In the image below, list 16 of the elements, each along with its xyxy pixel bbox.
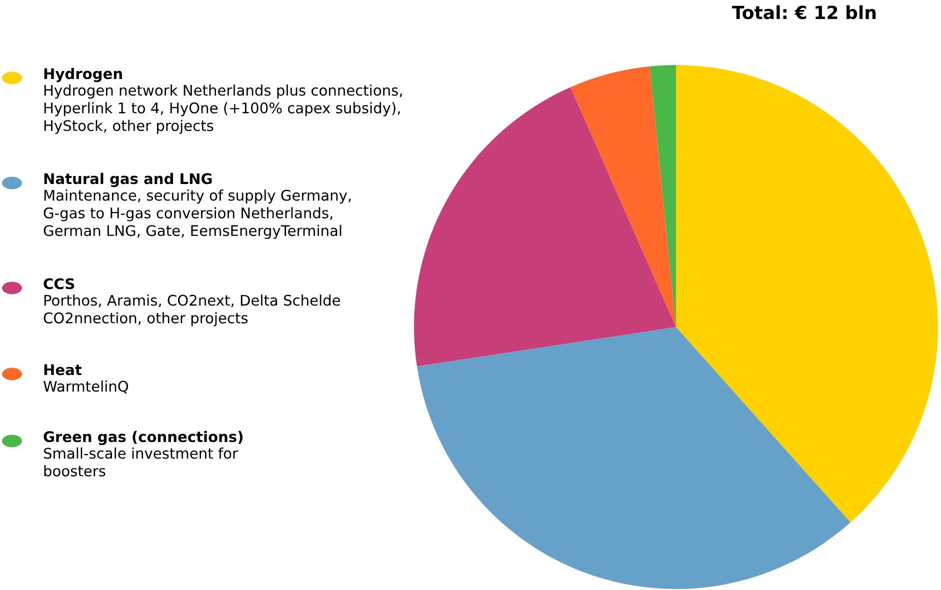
pie-slice <box>414 87 676 366</box>
text: Porthos, Aramis, CO2next, Delta Schelde CO2nnection, other projects <box>44 294 340 326</box>
legend-label: Hydrogen <box>44 68 122 82</box>
text: WarmtelinQ <box>43 380 128 394</box>
pie-slice <box>416 327 850 589</box>
legend-label: Heat <box>44 364 82 376</box>
pie-slice <box>650 65 676 327</box>
legend-label: Natural gas and LNG <box>44 172 212 188</box>
legend-label: Green gas (connections) <box>44 430 243 446</box>
text: Hydrogen network Netherlands plus connections, Hyperlink 1 to 4, HyOne (+100% capex subsidy), HyStock, other projects <box>44 84 402 134</box>
pie-slice <box>570 66 676 327</box>
pie-slice <box>676 65 938 522</box>
text: Small-scale investment for boosters <box>44 448 238 476</box>
text: Maintenance, security of supply Germany, G-gas to H-gas conversion Netherlands, German LNG, Gate, EemsEnergyTerminal <box>44 190 351 239</box>
legend-label: CCS <box>44 278 74 290</box>
chart-title: Total: € 12 bln <box>732 5 876 20</box>
